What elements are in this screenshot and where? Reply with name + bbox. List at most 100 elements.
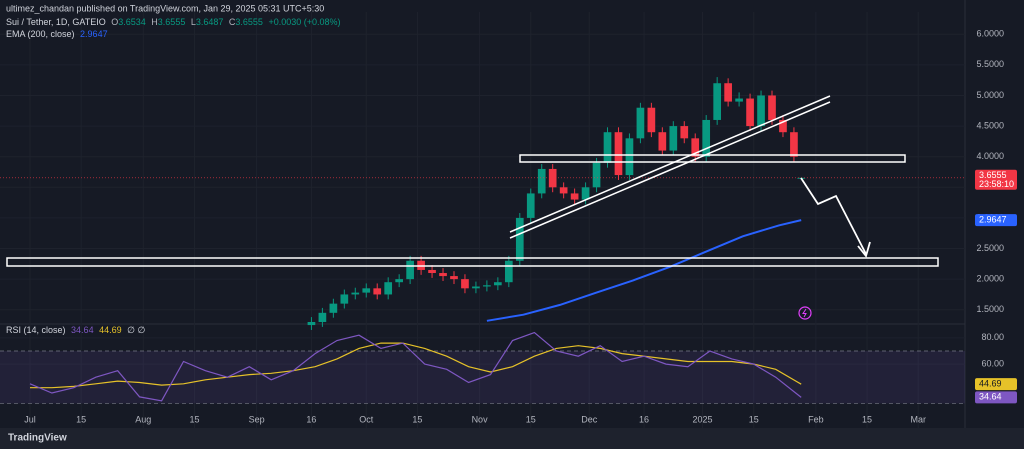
- y-tick-label: 5.0000: [976, 90, 1004, 100]
- y-tick-label: 1.5000: [976, 304, 1004, 314]
- x-tick-label: Oct: [359, 414, 374, 424]
- change: +0.0030 (+0.08%): [268, 17, 340, 27]
- price-badge: [975, 169, 1017, 190]
- candle-body: [483, 285, 491, 287]
- y-tick-label: 2.5000: [976, 243, 1004, 253]
- x-tick-label: Feb: [808, 414, 824, 424]
- x-tick-label: 15: [76, 414, 86, 424]
- event-icon[interactable]: [798, 306, 812, 320]
- x-tick-label: Mar: [910, 414, 926, 424]
- rsi-legend: RSI (14, close) 34.64 44.69 ∅ ∅: [6, 325, 145, 335]
- ema-badge-value: 2.9647: [979, 214, 1007, 224]
- candle-body: [472, 286, 480, 289]
- candle-body: [713, 83, 722, 120]
- ema-name: EMA (200, close): [6, 29, 75, 39]
- candle-body: [779, 119, 787, 133]
- candle-body: [461, 279, 469, 289]
- event-icon-bolt: [802, 308, 807, 318]
- candle-body: [494, 282, 502, 286]
- x-tick-label: 15: [526, 414, 536, 424]
- countdown: 23:58:10: [979, 179, 1014, 189]
- ohlc-label: O: [111, 17, 118, 27]
- candle-body: [592, 162, 601, 188]
- ohlc-value: 3.6487: [196, 17, 224, 27]
- candle-body: [658, 132, 667, 151]
- candle-body: [735, 98, 743, 102]
- rsi-ma-value: 44.69: [99, 325, 122, 335]
- candle-body: [318, 312, 327, 322]
- candle-body: [724, 83, 732, 102]
- x-tick-label: 16: [639, 414, 649, 424]
- legend-row: Sui / Tether, 1D, GATEIO O3.6534 H3.6555…: [6, 17, 341, 27]
- candle-body: [439, 273, 447, 277]
- candle-body: [702, 119, 711, 157]
- trendline: [509, 101, 831, 239]
- x-tick-label: 15: [862, 414, 872, 424]
- candle-body: [384, 282, 393, 295]
- rsi-title: RSI (14, close): [6, 325, 66, 335]
- candle-body: [636, 107, 645, 139]
- arrow-head: [857, 241, 871, 258]
- candle-body: [790, 132, 798, 157]
- candle-body: [526, 193, 535, 218]
- candle-body: [307, 322, 316, 326]
- candle-body: [625, 138, 634, 176]
- candle-body: [406, 260, 414, 280]
- candle-body: [647, 107, 656, 133]
- candle-body: [768, 95, 776, 120]
- support-box: [6, 257, 939, 267]
- ohlc-label: C: [229, 17, 236, 27]
- x-tick-label: Dec: [581, 414, 598, 424]
- x-tick-label: 15: [189, 414, 199, 424]
- rsi-value: 34.64: [71, 325, 94, 335]
- ema-badge: [975, 214, 1017, 227]
- candle-body: [351, 292, 360, 295]
- candle-body: [669, 126, 678, 151]
- ohlc-value: 3.6555: [158, 17, 186, 27]
- y-tick-label: 4.5000: [976, 120, 1004, 130]
- price-badge-value: 3.6555: [979, 170, 1007, 180]
- x-tick-label: 15: [412, 414, 422, 424]
- ema-value: 2.9647: [80, 29, 108, 39]
- y-tick-label: 2.0000: [976, 274, 1004, 284]
- x-tick-label: 15: [749, 414, 759, 424]
- y-tick-label: 80.00: [981, 332, 1004, 342]
- x-tick-label: 2025: [693, 414, 713, 424]
- candle-body: [450, 276, 458, 280]
- x-tick-label: Aug: [135, 414, 151, 424]
- y-tick-label: 60.00: [981, 358, 1004, 368]
- candle-body: [691, 138, 700, 157]
- candle-body: [603, 132, 612, 163]
- candle-body: [548, 168, 557, 188]
- candle-body: [614, 132, 623, 176]
- y-tick-label: 4.0000: [976, 151, 1004, 161]
- ohlc-label: H: [151, 17, 158, 27]
- rsi-badge-value: 34.64: [979, 392, 1002, 402]
- candle-body: [329, 303, 338, 313]
- symbol: Sui / Tether, 1D, GATEIO: [6, 17, 106, 27]
- ohlc-value: 3.6534: [118, 17, 146, 27]
- candle-body: [340, 294, 349, 304]
- ema-line: [486, 219, 802, 322]
- trendline: [509, 95, 831, 233]
- x-tick-label: Jul: [24, 414, 36, 424]
- rsi-extra: ∅ ∅: [127, 325, 145, 335]
- candle-body: [515, 217, 524, 261]
- candle-body: [757, 95, 765, 127]
- grid: Jul 15 Aug 15 Sep 16 Oct 15 Nov 15 Dec 16 2025 15 Feb 1…: [0, 12, 1004, 428]
- candle-body: [428, 269, 436, 274]
- candle-body: [746, 98, 754, 127]
- candle-body: [537, 168, 546, 194]
- rsi-line: [29, 331, 802, 402]
- y-tick-label: 6.0000: [976, 29, 1004, 39]
- candle-body: [581, 187, 590, 200]
- rsi-badge-value: 44.69: [979, 379, 1002, 389]
- ohlc-value: 3.6555: [235, 17, 263, 27]
- y-tick-label: 5.5000: [976, 59, 1004, 69]
- projection-arrow: [800, 177, 867, 255]
- ohlc-label: L: [191, 17, 196, 27]
